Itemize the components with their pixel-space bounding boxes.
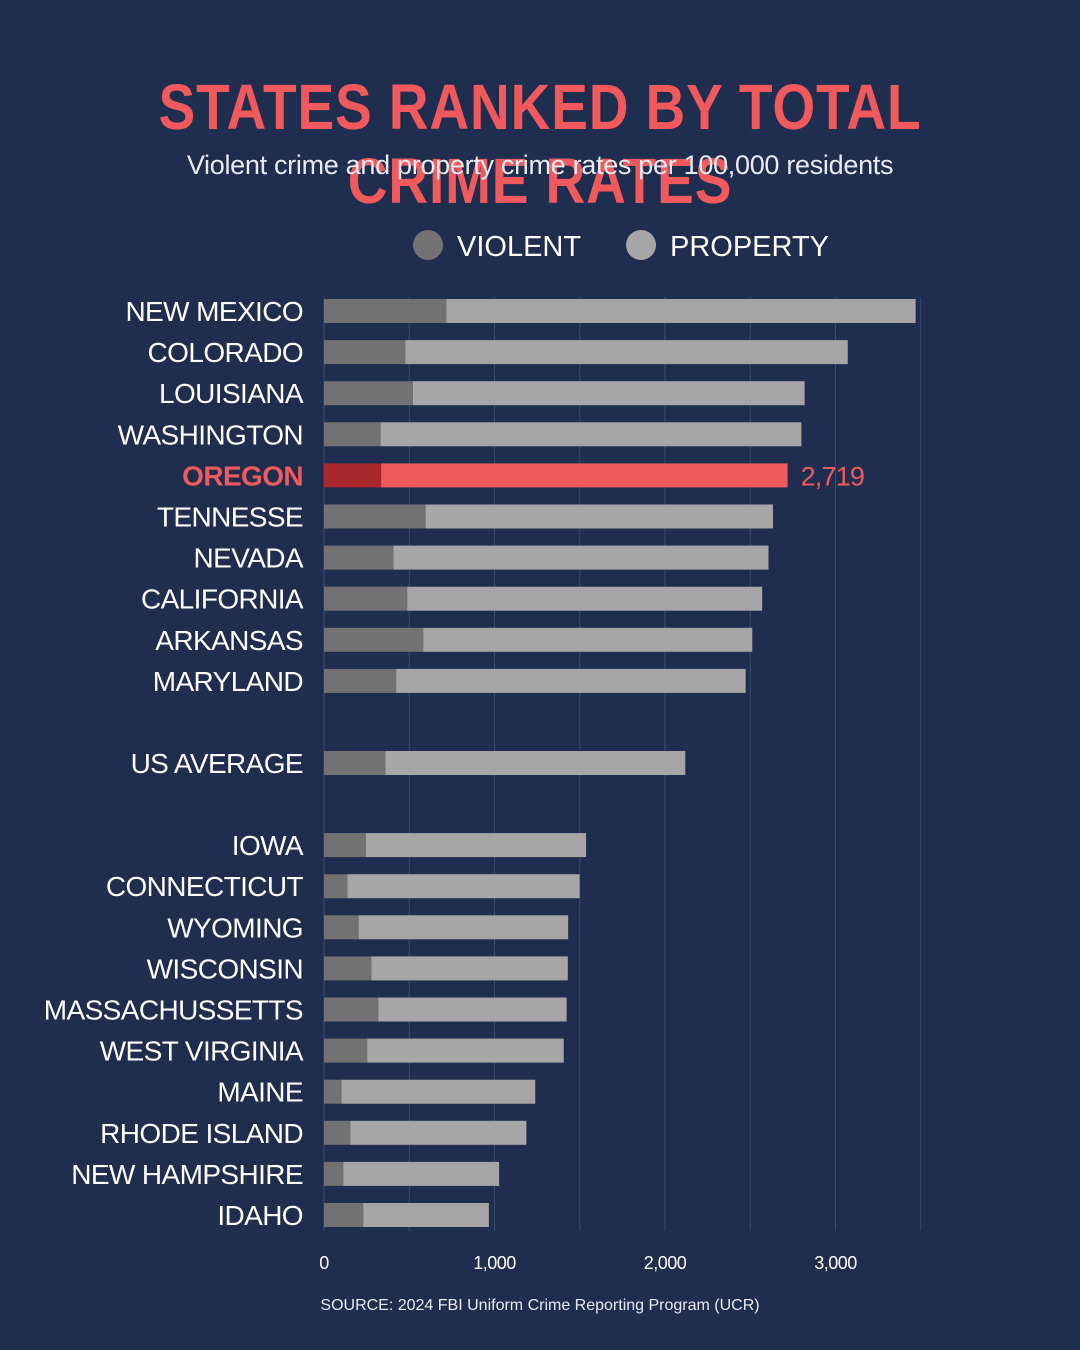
property-bar bbox=[396, 668, 746, 693]
property-bar bbox=[407, 586, 763, 611]
property-bar bbox=[350, 1120, 527, 1145]
property-bar bbox=[423, 627, 753, 652]
category-labels: NEW MEXICO COLORADO LOUISIANA WASHINGTON ORE… bbox=[44, 296, 865, 1231]
chart-subtitle: Violent crime and property crime rates p… bbox=[186, 150, 894, 180]
category-label: IDAHO bbox=[217, 1200, 303, 1231]
violent-bar bbox=[324, 915, 359, 940]
violent-bar bbox=[324, 299, 447, 323]
category-label: WISCONSIN bbox=[147, 953, 303, 984]
property-bar bbox=[405, 340, 848, 365]
x-tick-label: 1,000 bbox=[473, 1253, 516, 1273]
bars bbox=[324, 299, 916, 1227]
violent-bar bbox=[324, 751, 386, 775]
source-note: SOURCE: 2024 FBI Uniform Crime Reporting… bbox=[0, 1297, 1080, 1315]
violent-bar bbox=[324, 1079, 342, 1104]
category-label: LOUISIANA bbox=[159, 378, 304, 409]
category-label: CALIFORNIA bbox=[141, 584, 304, 615]
x-tick-label: 2,000 bbox=[644, 1253, 687, 1273]
property-legend-dot bbox=[626, 230, 656, 260]
violent-bar bbox=[324, 545, 394, 570]
violent-bar bbox=[324, 833, 366, 858]
violent-bar bbox=[324, 1038, 368, 1063]
category-label: IOWA bbox=[232, 830, 304, 861]
property-bar bbox=[347, 874, 580, 899]
category-label: MASSACHUSSETTS bbox=[44, 995, 303, 1026]
violent-legend-dot bbox=[413, 230, 443, 260]
category-label: CONNECTICUT bbox=[106, 871, 304, 902]
category-label: WASHINGTON bbox=[118, 419, 303, 450]
violent-bar bbox=[324, 586, 408, 611]
property-bar bbox=[341, 1079, 536, 1104]
legend-label: PROPERTY bbox=[670, 231, 829, 263]
property-bar bbox=[371, 956, 568, 981]
legend-label: VIOLENT bbox=[457, 231, 581, 263]
violent-bar bbox=[324, 381, 414, 406]
violent-bar bbox=[324, 1161, 344, 1186]
category-label: MARYLAND bbox=[153, 666, 303, 697]
category-label: OREGON bbox=[182, 460, 303, 491]
violent-bar bbox=[324, 997, 379, 1022]
x-axis-ticks: 0 1,000 2,000 3,000 bbox=[319, 1253, 858, 1273]
property-bar bbox=[425, 504, 773, 529]
violent-bar bbox=[324, 340, 406, 365]
property-bar bbox=[343, 1161, 500, 1186]
highlight-data-label: 2,719 bbox=[801, 461, 865, 491]
category-label: NEVADA bbox=[194, 543, 304, 574]
violent-bar bbox=[324, 668, 397, 693]
property-bar bbox=[365, 833, 587, 858]
category-label: RHODE ISLAND bbox=[100, 1118, 303, 1149]
legend: VIOLENT PROPERTY bbox=[413, 230, 829, 263]
category-label: WEST VIRGINIA bbox=[100, 1036, 304, 1067]
property-bar bbox=[385, 751, 686, 775]
category-label: COLORADO bbox=[148, 337, 303, 368]
violent-bar bbox=[324, 504, 426, 529]
x-tick-label: 3,000 bbox=[814, 1253, 857, 1273]
property-bar bbox=[381, 463, 788, 488]
category-label: NEW HAMPSHIRE bbox=[71, 1159, 303, 1190]
property-bar bbox=[393, 545, 769, 570]
source-text: SOURCE: 2024 FBI Uniform Crime Reporting… bbox=[320, 1297, 760, 1314]
violent-bar bbox=[324, 1203, 364, 1227]
category-label: WYOMING bbox=[167, 912, 303, 943]
property-bar bbox=[378, 997, 567, 1022]
violent-bar bbox=[324, 1120, 351, 1145]
category-label: TENNESSE bbox=[157, 502, 303, 533]
violent-bar bbox=[324, 874, 348, 899]
violent-bar bbox=[324, 627, 424, 652]
category-label: US AVERAGE bbox=[131, 748, 303, 779]
violent-bar bbox=[324, 463, 382, 488]
x-tick-label: 0 bbox=[319, 1253, 329, 1273]
property-bar bbox=[413, 381, 805, 406]
property-bar bbox=[363, 1203, 489, 1227]
violent-bar bbox=[324, 956, 372, 981]
property-bar bbox=[367, 1038, 564, 1063]
category-label: MAINE bbox=[217, 1077, 303, 1108]
category-label: NEW MEXICO bbox=[125, 296, 303, 327]
property-bar bbox=[380, 422, 802, 447]
property-bar bbox=[446, 299, 916, 323]
category-label: ARKANSAS bbox=[155, 625, 303, 656]
property-bar bbox=[358, 915, 569, 940]
chart-title: STATES RANKED BY TOTAL CRIME RATES bbox=[158, 71, 922, 217]
violent-bar bbox=[324, 422, 381, 447]
